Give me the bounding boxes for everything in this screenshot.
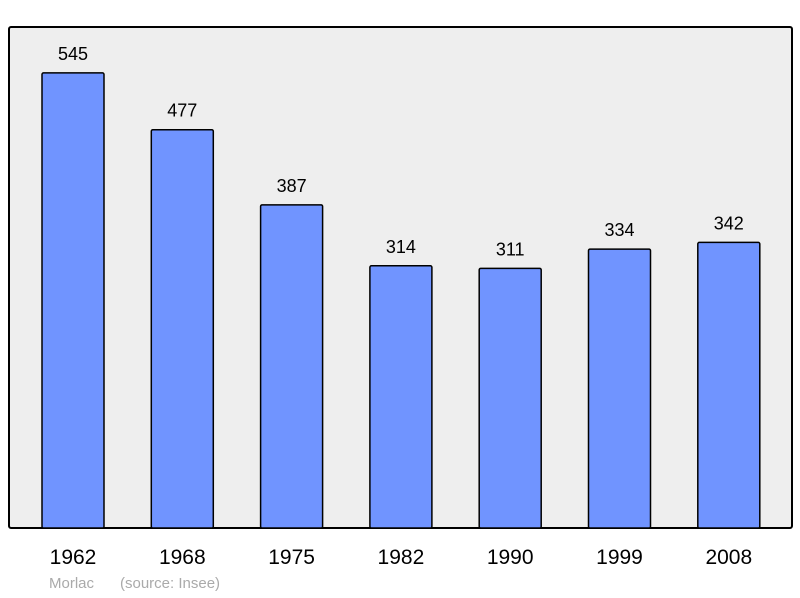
x-tick-label: 1975: [268, 546, 315, 569]
bar-1999: [587, 248, 652, 529]
bar-1975: [259, 204, 324, 529]
caption-name: Morlac: [49, 575, 95, 592]
data-label: 387: [277, 176, 307, 196]
x-tick-label: 1990: [487, 546, 534, 569]
data-label: 342: [714, 213, 744, 233]
bar-1962: [41, 72, 105, 529]
caption-source: (source: Insee): [120, 575, 221, 592]
x-tick-label: 2008: [705, 546, 752, 569]
bar-1982: [369, 265, 433, 529]
data-label: 545: [58, 44, 88, 64]
x-tick-label: 1982: [378, 546, 425, 569]
bar-1990: [478, 267, 542, 529]
data-label: 314: [386, 237, 416, 257]
x-tick-label: 1999: [596, 546, 643, 569]
data-label: 477: [167, 101, 197, 121]
data-label: 334: [604, 220, 634, 240]
x-tick-label: 1968: [159, 546, 206, 569]
bar-2008: [697, 241, 761, 529]
bar-1968: [150, 128, 215, 529]
data-label: 311: [496, 239, 525, 259]
x-tick-label: 1962: [50, 546, 97, 569]
